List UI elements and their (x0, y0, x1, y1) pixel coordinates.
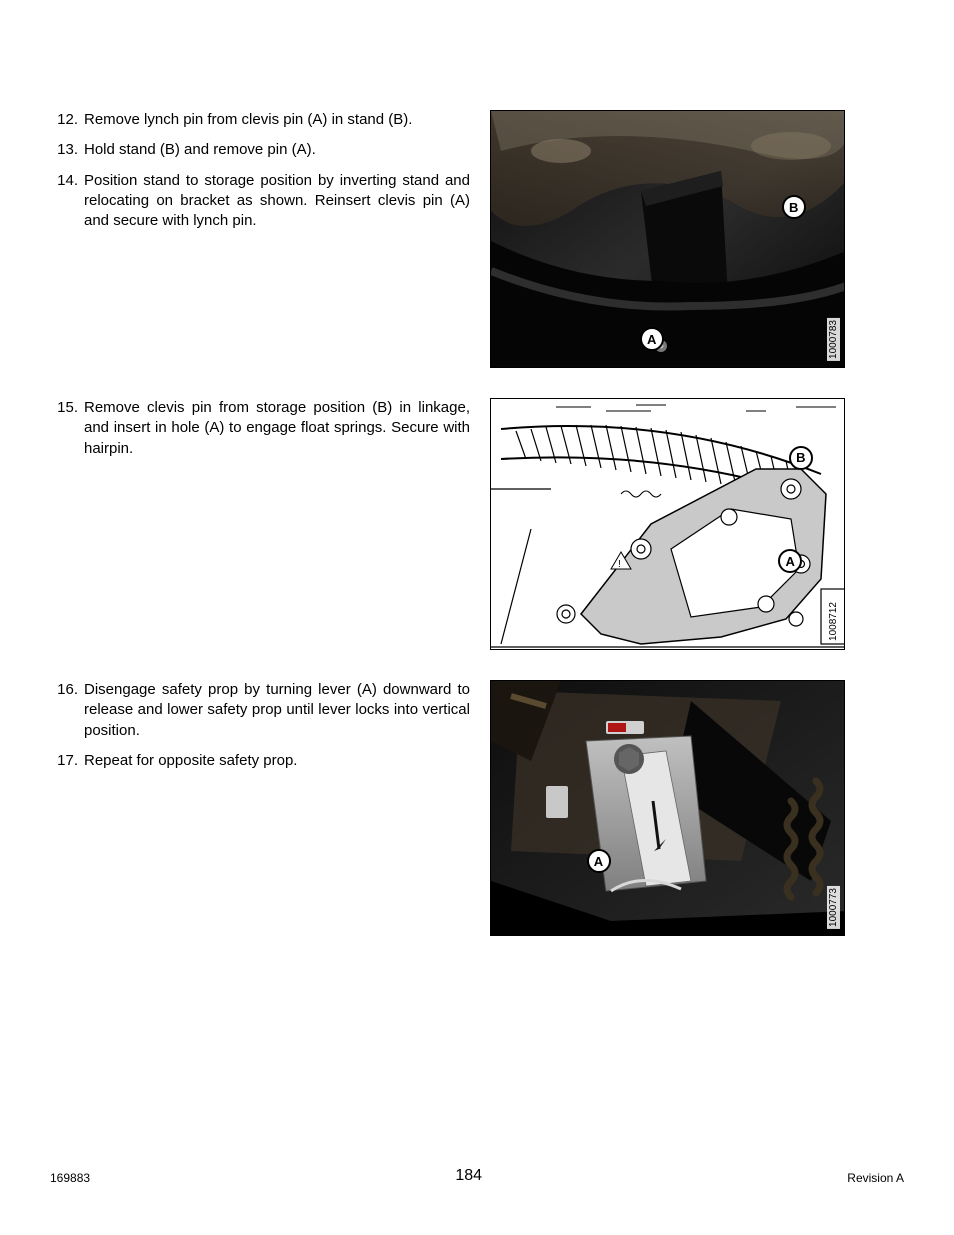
callout-a: A (587, 849, 611, 873)
step-number: 13. (50, 140, 84, 160)
step-number: 17. (50, 751, 84, 771)
fig2-number: 1008712 (827, 600, 840, 643)
instruction-step: 13.Hold stand (B) and remove pin (A). (50, 140, 470, 160)
instruction-step: 15.Remove clevis pin from storage positi… (50, 398, 470, 459)
step-text: Disengage safety prop by turning lever (… (84, 680, 470, 741)
step-text: Position stand to storage position by in… (84, 171, 470, 232)
fig2-image: ! (491, 399, 845, 650)
instruction-step: 17.Repeat for opposite safety prop. (50, 751, 470, 771)
page-footer: 169883 184 Revision A (50, 1167, 904, 1185)
step-text: Remove clevis pin from storage position … (84, 398, 470, 459)
step-number: 14. (50, 171, 84, 232)
step-text: Hold stand (B) and remove pin (A). (84, 140, 470, 160)
step-number: 15. (50, 398, 84, 459)
fig3-number: 1000773 (827, 886, 840, 929)
footer-right: Revision A (847, 1171, 904, 1185)
step-number: 16. (50, 680, 84, 741)
callout-a: A (640, 327, 664, 351)
callout-b: B (789, 446, 813, 470)
instruction-step: 16.Disengage safety prop by turning leve… (50, 680, 470, 741)
fig3-image (491, 681, 845, 936)
step-number: 12. (50, 110, 84, 130)
footer-left: 169883 (50, 1171, 90, 1185)
instruction-step: 12.Remove lynch pin from clevis pin (A) … (50, 110, 470, 130)
step-text: Repeat for opposite safety prop. (84, 751, 470, 771)
svg-text:!: ! (618, 559, 621, 570)
fig1-image (491, 111, 845, 368)
fig1-number: 1000783 (827, 318, 840, 361)
instruction-step: 14.Position stand to storage position by… (50, 171, 470, 232)
step-text: Remove lynch pin from clevis pin (A) in … (84, 110, 470, 130)
page-number: 184 (455, 1167, 482, 1185)
